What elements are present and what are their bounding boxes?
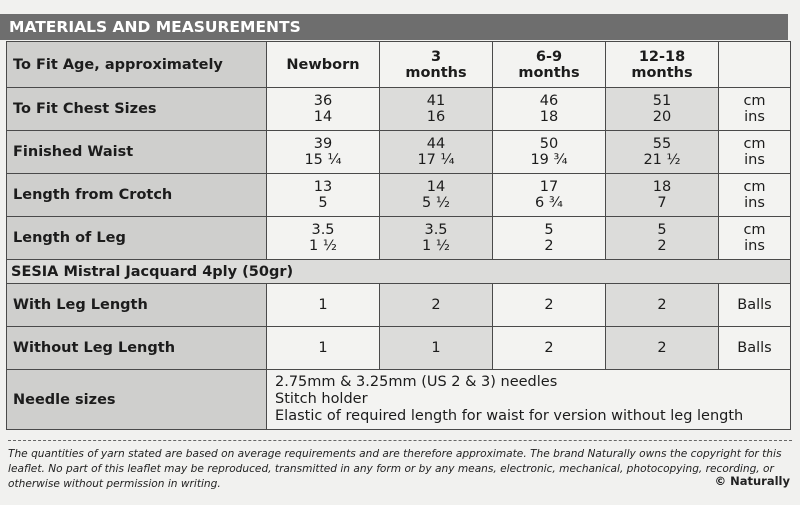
row-label: To Fit Chest Sizes: [6, 87, 267, 131]
copyright-notice: The quantities of yarn stated are based …: [8, 448, 782, 490]
measurement-value: 50 19 ¾: [492, 130, 606, 174]
balls-value: 1: [379, 326, 493, 370]
unit-label: cm ins: [718, 130, 791, 174]
row-label: Length of Leg: [6, 216, 267, 260]
measurement-value: 44 17 ¼: [379, 130, 493, 174]
measurement-value: 3.5 1 ½: [266, 216, 380, 260]
size-header: 12-18 months: [605, 41, 719, 88]
yarn-row: SESIA Mistral Jacquard 4ply (50gr): [6, 259, 791, 284]
balls-value: 2: [605, 283, 719, 327]
row-label: Without Leg Length: [6, 326, 267, 370]
age-header-label: To Fit Age, approximately: [6, 41, 267, 88]
measurement-value: 39 15 ¼: [266, 130, 380, 174]
section-title: MATERIALS AND MEASUREMENTS: [0, 14, 788, 40]
size-header: 6-9 months: [492, 41, 606, 88]
row-label: Needle sizes: [6, 369, 267, 430]
needles-row: Needle sizes 2.75mm & 3.25mm (US 2 & 3) n…: [6, 369, 791, 430]
balls-value: 1: [266, 283, 380, 327]
unit-label: cm ins: [718, 87, 791, 131]
measurement-value: 46 18: [492, 87, 606, 131]
size-header: 3 months: [379, 41, 493, 88]
balls-value: 2: [492, 326, 606, 370]
row-label: Length from Crotch: [6, 173, 267, 217]
unit-header: [718, 41, 791, 88]
measurement-value: 55 21 ½: [605, 130, 719, 174]
measurement-value: 51 20: [605, 87, 719, 131]
measurement-value: 41 16: [379, 87, 493, 131]
unit-label: cm ins: [718, 173, 791, 217]
measurement-value: 14 5 ½: [379, 173, 493, 217]
measurement-value: 17 6 ¾: [492, 173, 606, 217]
copyright-mark: © Naturally: [714, 474, 790, 488]
balls-value: 2: [492, 283, 606, 327]
measurement-value: 18 7: [605, 173, 719, 217]
unit-label: Balls: [718, 283, 791, 327]
unit-label: cm ins: [718, 216, 791, 260]
measurement-value: 13 5: [266, 173, 380, 217]
balls-value: 1: [266, 326, 380, 370]
row-label: With Leg Length: [6, 283, 267, 327]
unit-label: Balls: [718, 326, 791, 370]
measurement-row: Length of Leg 3.5 1 ½ 3.5 1 ½ 5 2 5 2 cm ins: [6, 216, 791, 260]
materials-table: To Fit Age, approximately Newborn 3 month…: [6, 41, 791, 430]
measurement-value: 3.5 1 ½: [379, 216, 493, 260]
balls-row: With Leg Length 1 2 2 2 Balls: [6, 283, 791, 327]
balls-row: Without Leg Length 1 1 2 2 Balls: [6, 326, 791, 370]
measurement-row: To Fit Chest Sizes 36 14 41 16 46 18 51 20 cm ins: [6, 87, 791, 131]
row-label: Finished Waist: [6, 130, 267, 174]
footer-divider: [8, 440, 792, 441]
needle-list: 2.75mm & 3.25mm (US 2 & 3) needles Stitch…: [266, 369, 791, 430]
size-header: Newborn: [266, 41, 380, 88]
balls-value: 2: [379, 283, 493, 327]
measurement-value: 36 14: [266, 87, 380, 131]
balls-value: 2: [605, 326, 719, 370]
measurement-row: Length from Crotch 13 5 14 5 ½ 17 6 ¾ 18 7 cm ins: [6, 173, 791, 217]
measurement-row: Finished Waist 39 15 ¼ 44 17 ¼ 50 19 ¾ 55 21 ½ cm…: [6, 130, 791, 174]
header-row: To Fit Age, approximately Newborn 3 month…: [6, 41, 791, 88]
yarn-name: SESIA Mistral Jacquard 4ply (50gr): [6, 259, 791, 284]
